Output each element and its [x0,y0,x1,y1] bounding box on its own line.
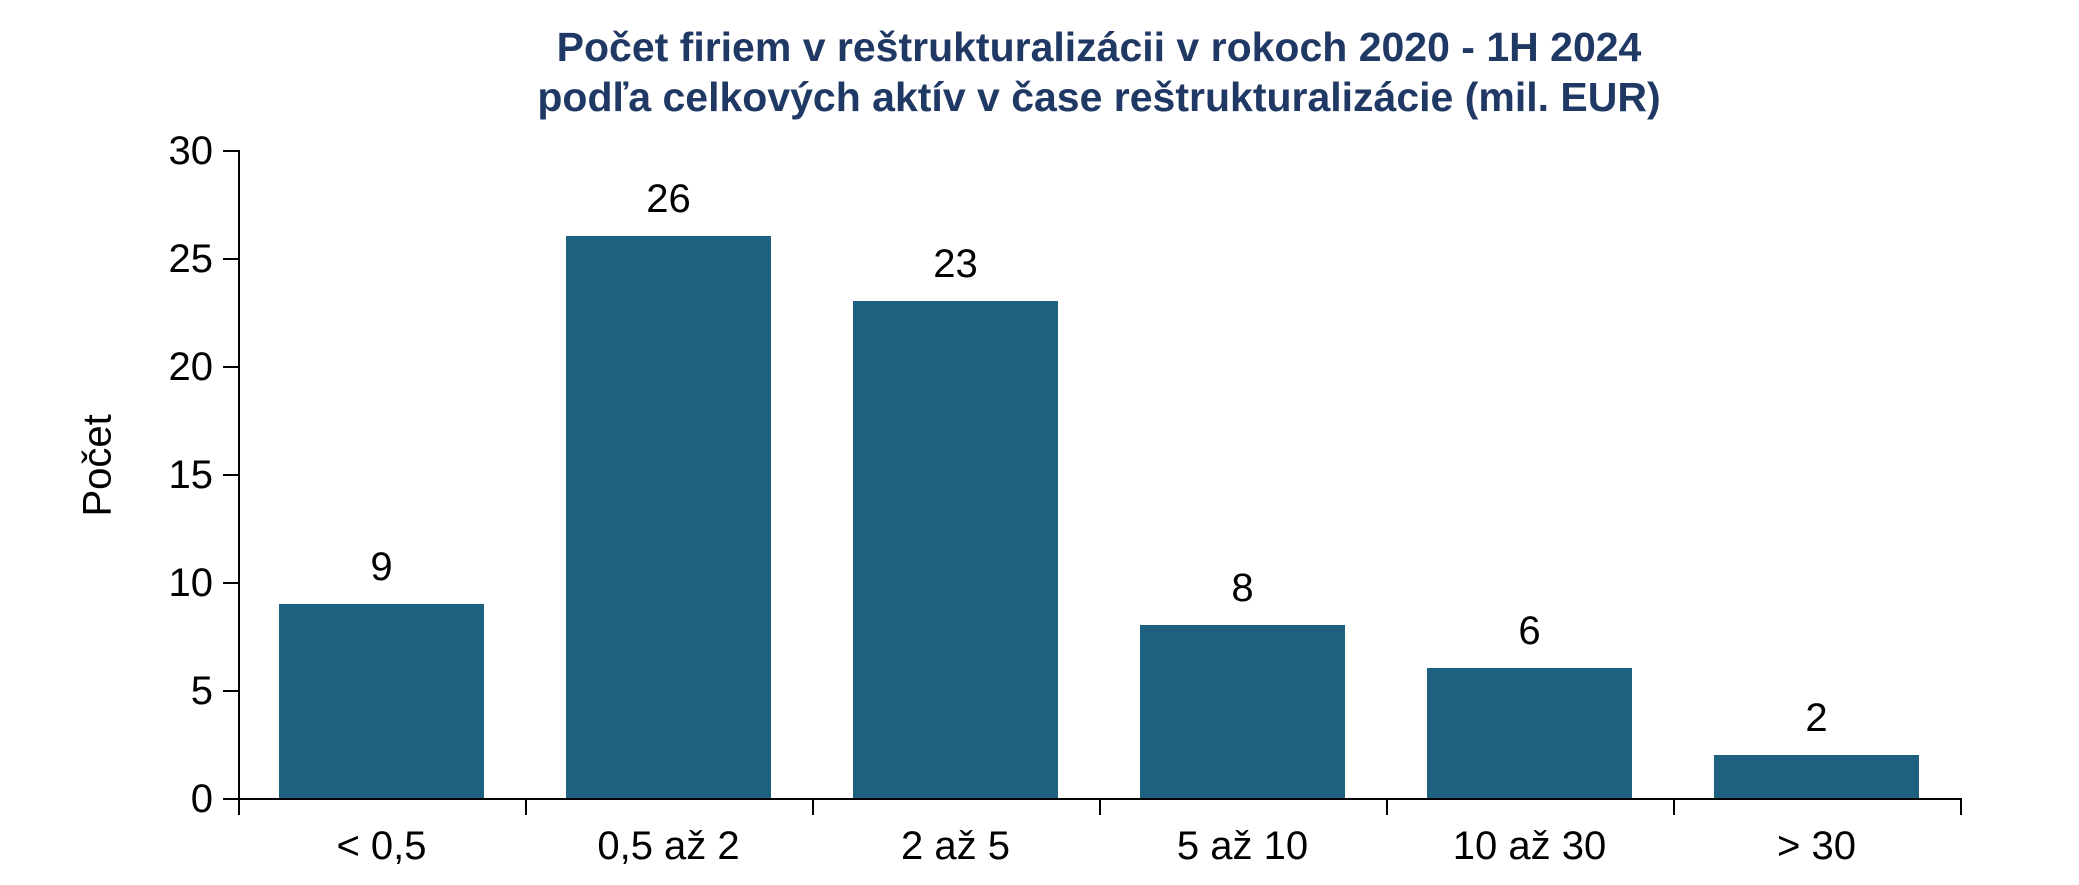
x-tick-mark [812,800,814,815]
bar-value-label: 6 [1518,609,1541,654]
bar-value-label: 23 [933,242,978,287]
bar [278,603,485,798]
x-axis-line [238,798,1962,800]
bar-value-label: 2 [1805,695,1828,740]
chart-title: Počet firiem v reštrukturalizácii v roko… [238,22,1960,122]
bar [1426,668,1633,798]
y-tick-label: 30 [168,129,214,173]
x-tick-label: < 0,5 [336,824,427,868]
chart-title-line1: Počet firiem v reštrukturalizácii v roko… [556,24,1642,70]
x-tick-mark [238,800,240,815]
bar-value-label: 8 [1231,566,1254,611]
y-tick-mark [223,474,238,476]
y-tick-label: 25 [168,237,214,281]
x-tick-label: 5 až 10 [1176,824,1309,868]
y-tick-mark [223,366,238,368]
x-tick-mark [1960,800,1962,815]
x-tick-label: 2 až 5 [901,824,1010,868]
y-axis-line [238,150,240,800]
x-tick-label: 0,5 až 2 [597,824,740,868]
x-tick-label: 10 až 30 [1452,824,1607,868]
x-tick-mark [1099,800,1101,815]
bar [1713,754,1920,798]
y-tick-mark [223,582,238,584]
y-tick-label: 20 [168,345,214,389]
y-tick-mark [223,798,238,800]
bar-value-label: 9 [370,544,393,589]
y-tick-label: 0 [190,777,213,821]
x-tick-mark [1386,800,1388,815]
bar [1139,625,1346,798]
y-tick-label: 10 [168,561,214,605]
y-tick-mark [223,150,238,152]
bar-value-label: 26 [646,177,691,222]
y-tick-mark [223,258,238,260]
chart-title-line2: podľa celkových aktív v čase reštruktura… [537,74,1661,120]
bar [852,301,1059,798]
bar [565,236,772,798]
x-tick-mark [1673,800,1675,815]
y-tick-label: 15 [168,453,214,497]
x-tick-mark [525,800,527,815]
y-tick-label: 5 [190,669,213,713]
y-tick-mark [223,690,238,692]
x-tick-label: > 30 [1777,824,1856,868]
